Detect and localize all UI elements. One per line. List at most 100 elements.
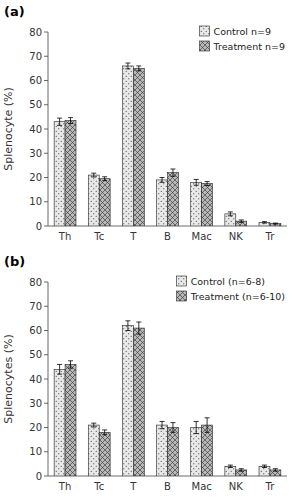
x-tick-label: B: [164, 231, 171, 242]
y-tick-label: 20: [29, 172, 42, 183]
error-bar: [273, 223, 278, 225]
y-tick-label: 50: [29, 99, 42, 110]
y-tick-label: 60: [29, 75, 42, 86]
x-tick-label: NK: [229, 231, 243, 242]
error-bar: [194, 421, 199, 433]
error-bar: [194, 179, 199, 185]
bar: [88, 175, 99, 226]
bar: [54, 369, 65, 476]
y-tick-label: 80: [29, 27, 42, 38]
y-tick: [44, 282, 48, 283]
error-bar: [160, 421, 165, 428]
error-bar: [170, 423, 175, 433]
panel: 01020304050607080ThTcTBMacNKTr(a)Splenoc…: [2, 4, 287, 242]
bar: [65, 121, 76, 226]
bar: [99, 432, 110, 476]
legend: Control n=9 Treatment n=9: [200, 26, 285, 52]
x-tick-label: B: [164, 481, 171, 492]
x-tick-label: T: [129, 481, 137, 492]
legend-swatch: [177, 276, 187, 286]
error-bar: [205, 182, 210, 186]
y-tick: [44, 403, 48, 404]
y-axis: [48, 282, 49, 476]
error-bar: [136, 322, 141, 334]
bar: [270, 224, 281, 226]
legend-label: Control (n=6-8): [191, 276, 265, 287]
error-bar: [136, 66, 141, 71]
y-tick: [44, 153, 48, 154]
y-tick-label: 40: [29, 374, 42, 385]
y-tick: [44, 201, 48, 202]
error-bar: [91, 423, 96, 427]
legend-swatch: [200, 41, 210, 51]
error-bar: [273, 469, 278, 471]
bar: [168, 428, 179, 477]
bar: [157, 180, 168, 226]
error-bar: [170, 169, 175, 176]
y-tick: [44, 104, 48, 105]
y-tick: [44, 32, 48, 33]
legend-label: Treatment (n=6-10): [190, 291, 285, 302]
y-tick: [44, 476, 48, 477]
panel-title: (a): [4, 4, 25, 19]
error-bar: [262, 222, 267, 223]
y-tick-label: 50: [29, 349, 42, 360]
y-tick: [44, 451, 48, 452]
x-tick-label: Mac: [192, 481, 212, 492]
panel-title: (b): [4, 254, 25, 269]
x-tick-label: Th: [58, 231, 71, 242]
bar: [202, 184, 213, 226]
panel: 01020304050607080ThTcTBMacNKTr(b)Splenoc…: [2, 254, 287, 492]
y-tick-label: 10: [29, 446, 42, 457]
y-tick-label: 80: [29, 277, 42, 288]
x-tick-label: Tr: [265, 481, 276, 492]
error-bar: [228, 465, 233, 467]
x-tick-label: Th: [58, 481, 71, 492]
bar: [122, 326, 133, 476]
y-tick: [44, 80, 48, 81]
error-bar: [125, 63, 130, 69]
y-tick: [44, 354, 48, 355]
y-tick-label: 70: [29, 301, 42, 312]
y-tick-label: 0: [36, 471, 42, 482]
y-tick-label: 20: [29, 422, 42, 433]
y-tick: [44, 226, 48, 227]
error-bar: [68, 361, 73, 368]
x-tick-label: Tc: [93, 481, 104, 492]
error-bar: [57, 118, 62, 125]
bar: [168, 173, 179, 226]
y-tick-label: 60: [29, 325, 42, 336]
y-tick: [44, 129, 48, 130]
y-axis: [48, 32, 49, 226]
bar: [65, 364, 76, 476]
y-tick-label: 30: [29, 148, 42, 159]
x-tick-label: NK: [229, 481, 243, 492]
bar: [259, 222, 270, 226]
bar: [122, 66, 133, 226]
legend-swatch: [177, 291, 187, 301]
bar: [133, 328, 144, 476]
legend-label: Control n=9: [214, 26, 271, 37]
error-bar: [228, 212, 233, 216]
error-bar: [239, 220, 244, 222]
bar: [191, 428, 202, 477]
x-tick-label: Mac: [192, 231, 212, 242]
x-tick-label: Tc: [93, 231, 104, 242]
bar: [191, 182, 202, 226]
bar: [88, 425, 99, 476]
y-tick-label: 10: [29, 196, 42, 207]
y-tick: [44, 56, 48, 57]
legend-swatch: [200, 26, 210, 36]
legend-label: Treatment n=9: [213, 41, 285, 52]
y-tick-label: 0: [36, 221, 42, 232]
y-tick: [44, 330, 48, 331]
marks: [54, 63, 281, 226]
error-bar: [262, 465, 267, 467]
error-bar: [205, 418, 210, 433]
error-bar: [160, 178, 165, 183]
y-axis-label: Splenocytes (%): [2, 334, 15, 423]
marks: [54, 321, 281, 476]
y-tick: [44, 306, 48, 307]
error-bar: [57, 364, 62, 374]
x-tick-label: T: [129, 231, 137, 242]
